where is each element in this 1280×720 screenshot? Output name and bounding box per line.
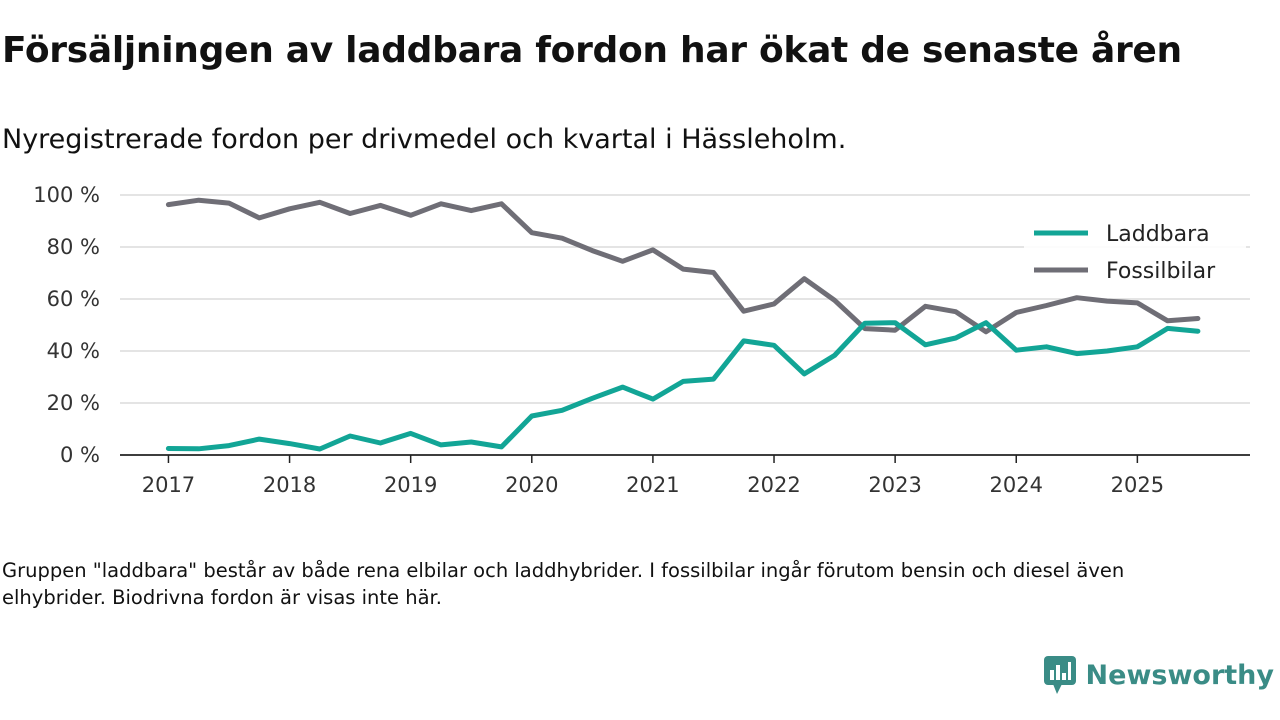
x-tick-label: 2022 (747, 473, 800, 497)
x-tick-label: 2019 (384, 473, 437, 497)
legend: Laddbara Fossilbilar (1024, 214, 1246, 294)
legend-label-laddbara: Laddbara (1106, 222, 1210, 247)
y-tick-label: 20 % (47, 391, 100, 415)
x-tick-label: 2021 (626, 473, 679, 497)
chart-title: Försäljningen av laddbara fordon har öka… (2, 30, 1182, 71)
y-tick-label: 60 % (47, 287, 100, 311)
chart-subtitle: Nyregistrerade fordon per drivmedel och … (2, 124, 847, 155)
brand-logo: Newsworthy (1043, 656, 1274, 694)
x-tick-label: 2017 (142, 473, 195, 497)
x-tick-label: 2024 (990, 473, 1043, 497)
x-tick-label: 2025 (1111, 473, 1164, 497)
axes: 0 % 20 % 40 % 60 % 80 % 100 % 2017 2018 2019 2020… (33, 183, 1250, 497)
y-tick-label: 100 % (33, 183, 100, 207)
y-tick-label: 40 % (47, 339, 100, 363)
footnote: Gruppen "laddbara" består av både rena e… (2, 559, 1125, 609)
legend-label-fossilbilar: Fossilbilar (1106, 259, 1216, 284)
series-line-laddbara (165, 320, 1201, 452)
x-tick-label: 2023 (868, 473, 921, 497)
x-tick-label: 2020 (505, 473, 558, 497)
y-tick-label: 0 % (60, 443, 100, 467)
line-chart: 0 % 20 % 40 % 60 % 80 % 100 % 2017 2018 2019 2020… (33, 183, 1250, 497)
series-line-fossilbilar (165, 197, 1201, 335)
bar-chart-icon (1043, 656, 1076, 694)
legend-background (1024, 214, 1246, 294)
series (165, 197, 1201, 452)
y-tick-label: 80 % (47, 235, 100, 259)
x-tick-label: 2018 (263, 473, 316, 497)
brand-name: Newsworthy (1085, 659, 1274, 691)
